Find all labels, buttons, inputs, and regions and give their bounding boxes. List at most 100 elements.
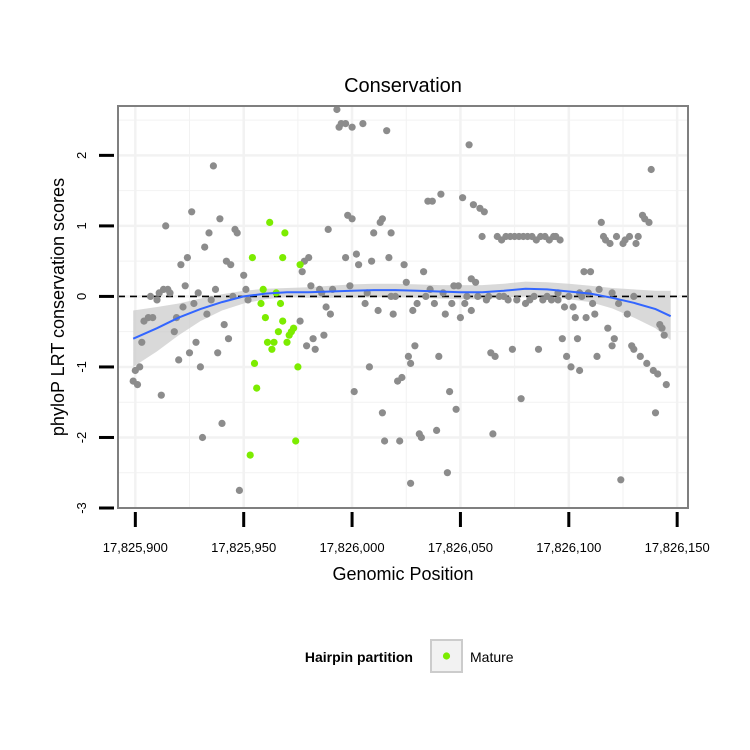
y-tick-label: -3 bbox=[74, 502, 89, 514]
point-other bbox=[402, 278, 410, 286]
point-mature bbox=[261, 314, 269, 322]
point-other bbox=[398, 373, 406, 382]
point-other bbox=[530, 292, 538, 300]
y-axis: -3 -2 -1 0 1 2 bbox=[74, 152, 114, 514]
point-other bbox=[378, 215, 386, 223]
legend-title: Hairpin partition bbox=[305, 649, 413, 665]
point-mature bbox=[279, 317, 287, 325]
point-mature bbox=[290, 324, 298, 332]
point-other bbox=[381, 437, 389, 445]
point-other bbox=[190, 299, 198, 308]
plot-panel bbox=[117, 105, 689, 509]
point-other bbox=[233, 229, 241, 237]
point-other bbox=[244, 296, 252, 304]
point-other bbox=[645, 218, 653, 226]
point-other bbox=[220, 321, 228, 329]
point-other bbox=[348, 215, 356, 223]
point-other bbox=[188, 208, 196, 216]
point-other bbox=[396, 437, 404, 445]
point-other bbox=[350, 388, 358, 396]
point-other bbox=[342, 120, 350, 128]
point-other bbox=[658, 324, 666, 332]
point-other bbox=[192, 338, 200, 346]
point-other bbox=[597, 218, 605, 226]
point-other bbox=[491, 352, 499, 360]
point-other bbox=[472, 278, 480, 286]
point-other bbox=[359, 120, 367, 128]
point-mature bbox=[253, 384, 261, 392]
point-other bbox=[407, 479, 415, 487]
point-other bbox=[467, 306, 475, 315]
point-other bbox=[296, 317, 304, 325]
point-other bbox=[214, 349, 222, 357]
point-other bbox=[654, 370, 662, 378]
y-tick-label: 2 bbox=[74, 152, 89, 159]
point-other bbox=[617, 476, 625, 484]
point-other bbox=[580, 268, 588, 276]
point-other bbox=[194, 289, 202, 297]
grid-lines bbox=[118, 106, 688, 508]
point-other bbox=[352, 250, 360, 258]
point-mature bbox=[266, 218, 274, 226]
point-other bbox=[183, 254, 191, 262]
point-other bbox=[433, 426, 441, 434]
point-other bbox=[322, 303, 330, 311]
legend: Hairpin partition Mature bbox=[305, 639, 514, 673]
point-other bbox=[452, 405, 460, 413]
point-other bbox=[643, 359, 651, 367]
point-other bbox=[413, 299, 421, 308]
point-other bbox=[138, 338, 146, 346]
point-other bbox=[378, 409, 386, 417]
point-other bbox=[346, 282, 354, 290]
point-other bbox=[146, 292, 155, 300]
point-other bbox=[391, 292, 399, 300]
point-other bbox=[361, 299, 369, 308]
point-other bbox=[348, 123, 356, 131]
point-other bbox=[365, 363, 373, 371]
x-tick-label: 17,826,000 bbox=[320, 540, 385, 555]
point-other bbox=[383, 127, 391, 135]
point-other bbox=[608, 342, 616, 350]
point-mature bbox=[281, 229, 289, 237]
point-other bbox=[185, 349, 194, 357]
point-other bbox=[170, 328, 178, 336]
point-other bbox=[133, 381, 142, 389]
x-tick-label: 17,826,050 bbox=[428, 540, 493, 555]
point-other bbox=[636, 352, 644, 360]
point-other bbox=[318, 289, 326, 297]
x-tick-label: 17,825,950 bbox=[211, 540, 276, 555]
point-other bbox=[443, 469, 451, 477]
point-other bbox=[582, 314, 590, 322]
point-other bbox=[307, 282, 315, 290]
point-other bbox=[547, 296, 556, 304]
point-other bbox=[437, 190, 445, 198]
point-other bbox=[461, 299, 469, 308]
point-other bbox=[589, 299, 597, 308]
point-other bbox=[153, 296, 161, 304]
point-other bbox=[407, 359, 415, 367]
point-other bbox=[647, 165, 655, 174]
point-other bbox=[474, 292, 482, 300]
point-other bbox=[623, 310, 631, 318]
point-mature bbox=[270, 338, 278, 346]
point-other bbox=[446, 388, 454, 396]
points-other bbox=[129, 105, 670, 494]
point-other bbox=[662, 381, 670, 389]
smooth-fit-line bbox=[132, 287, 672, 340]
point-other bbox=[216, 215, 224, 223]
point-other bbox=[558, 335, 566, 343]
point-other bbox=[489, 430, 497, 438]
point-mature bbox=[263, 338, 272, 346]
point-other bbox=[615, 299, 623, 308]
point-other bbox=[534, 345, 543, 353]
point-other bbox=[205, 229, 213, 237]
point-other bbox=[370, 229, 378, 237]
point-other bbox=[456, 314, 464, 322]
point-other bbox=[235, 486, 243, 494]
point-other bbox=[573, 335, 582, 343]
point-other bbox=[166, 289, 174, 297]
point-other bbox=[309, 335, 317, 343]
point-other bbox=[298, 268, 306, 276]
point-mature bbox=[246, 451, 254, 459]
point-other bbox=[430, 299, 438, 308]
